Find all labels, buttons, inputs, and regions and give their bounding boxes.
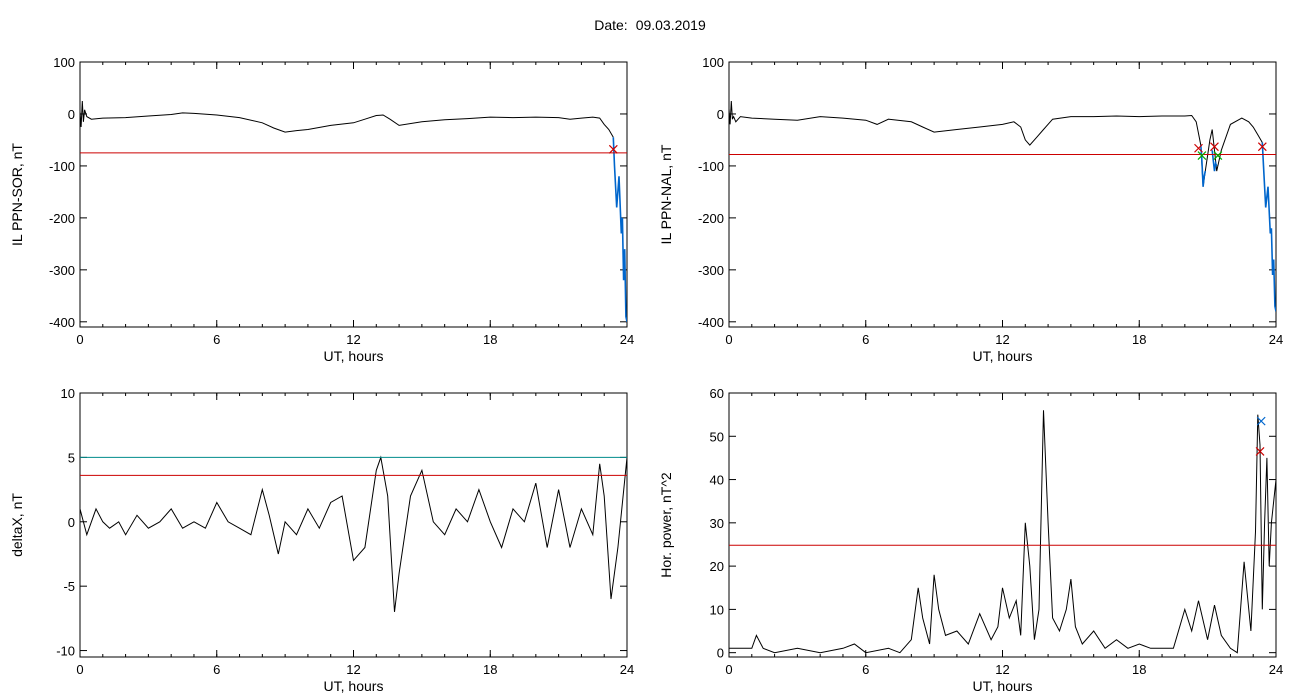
x-tick-label: 6 xyxy=(862,332,869,347)
y-tick-label: -400 xyxy=(49,315,75,330)
y-tick-label: -5 xyxy=(63,579,75,594)
x-tick-label: 12 xyxy=(346,662,360,677)
y-tick-label: -100 xyxy=(49,159,75,174)
x-tick-label: 0 xyxy=(725,332,732,347)
x-axis-label: UT, hours xyxy=(324,678,384,694)
date-value: 09.03.2019 xyxy=(635,17,706,33)
x-tick-label: 24 xyxy=(620,662,634,677)
y-tick-label: 0 xyxy=(68,515,75,530)
marker-stroke xyxy=(1256,416,1266,426)
x-tick-label: 24 xyxy=(1269,332,1283,347)
series-highlight xyxy=(612,137,627,322)
marker-stroke xyxy=(1257,142,1267,152)
series-group xyxy=(80,100,627,322)
y-tick-label: 10 xyxy=(710,602,724,617)
marker-stroke xyxy=(1194,143,1203,153)
series-trace xyxy=(80,455,627,612)
x-tick-label: 6 xyxy=(213,662,220,677)
marker-stroke xyxy=(1213,151,1223,160)
x-axis-label: UT, hours xyxy=(973,348,1033,364)
series-highlight xyxy=(1211,150,1218,172)
series-group xyxy=(80,455,627,612)
date-title: Date: 09.03.2019 xyxy=(0,17,1300,33)
series-highlight xyxy=(1261,142,1276,312)
y-tick-label: -300 xyxy=(49,263,75,278)
x-tick-label: 18 xyxy=(483,332,497,347)
marker-green xyxy=(1213,151,1223,160)
y-tick-label: -300 xyxy=(698,263,724,278)
y-axis-label: deltaX, nT xyxy=(9,493,25,557)
y-tick-label: 5 xyxy=(68,450,75,465)
x-tick-label: 24 xyxy=(1269,662,1283,677)
x-tick-label: 12 xyxy=(995,332,1009,347)
marker-red xyxy=(1194,143,1203,153)
date-label: Date: xyxy=(594,17,628,33)
y-tick-label: 10 xyxy=(61,386,75,401)
x-tick-label: 0 xyxy=(76,662,83,677)
x-tick-label: 12 xyxy=(995,662,1009,677)
marker-red xyxy=(1257,142,1267,152)
series-trace xyxy=(729,410,1276,654)
marker-stroke xyxy=(1197,151,1207,160)
marker-red xyxy=(1255,447,1265,456)
y-axis-label: IL PPN-SOR, nT xyxy=(9,143,25,246)
x-tick-label: 0 xyxy=(76,332,83,347)
y-tick-label: 50 xyxy=(710,429,724,444)
y-tick-label: 30 xyxy=(710,516,724,531)
x-tick-label: 12 xyxy=(346,332,360,347)
series-trace xyxy=(80,100,614,138)
y-axis-label: Hor. power, nT^2 xyxy=(658,472,674,578)
plot-frame xyxy=(728,392,1277,658)
series-trace xyxy=(729,100,1263,187)
y-tick-label: 60 xyxy=(710,386,724,401)
y-tick-label: -10 xyxy=(56,644,75,659)
y-tick-label: 0 xyxy=(717,107,724,122)
y-tick-label: 20 xyxy=(710,559,724,574)
y-tick-label: 0 xyxy=(717,646,724,661)
marker-stroke xyxy=(1255,447,1265,456)
y-tick-label: -100 xyxy=(698,159,724,174)
marker-red xyxy=(608,144,618,154)
plot-frame xyxy=(728,61,1277,328)
y-axis-label: IL PPN-NAL, nT xyxy=(658,144,674,244)
marker-red xyxy=(1210,142,1219,152)
plot-frame xyxy=(79,61,628,328)
x-tick-label: 0 xyxy=(725,662,732,677)
y-tick-label: 40 xyxy=(710,473,724,488)
y-tick-label: 100 xyxy=(53,55,75,70)
chart-panel-2: 0 6 12 18 24 100 0 -100 -200 -300 -400 UT, hours IL … xyxy=(658,55,1283,364)
x-axis-label: UT, hours xyxy=(324,348,384,364)
x-tick-label: 18 xyxy=(1132,662,1146,677)
y-tick-label: -200 xyxy=(698,211,724,226)
marker-stroke xyxy=(608,144,618,154)
x-tick-label: 6 xyxy=(862,662,869,677)
series-group xyxy=(729,100,1276,312)
chart-panel-4: 0 6 12 18 24 60 50 40 30 20 10 0 UT, hours Hor. power… xyxy=(658,386,1283,694)
y-tick-label: 100 xyxy=(702,55,724,70)
y-tick-label: -400 xyxy=(698,315,724,330)
x-tick-label: 24 xyxy=(620,332,634,347)
marker-green xyxy=(1197,151,1207,160)
series-group xyxy=(729,410,1276,654)
x-tick-label: 18 xyxy=(1132,332,1146,347)
x-axis-label: UT, hours xyxy=(973,678,1033,694)
marker-blue xyxy=(1256,416,1266,426)
chart-panel-3: 0 6 12 18 24 10 5 0 -5 -10 UT, hours deltaX, nT xyxy=(9,386,634,694)
y-tick-label: 0 xyxy=(68,107,75,122)
plot-frame xyxy=(79,392,628,658)
x-tick-label: 18 xyxy=(483,662,497,677)
chart-panel-1: 0 6 12 18 24 100 0 -100 -200 -300 -400 UT, hours IL … xyxy=(9,55,634,364)
marker-stroke xyxy=(1210,142,1219,152)
x-tick-label: 6 xyxy=(213,332,220,347)
y-tick-label: -200 xyxy=(49,211,75,226)
